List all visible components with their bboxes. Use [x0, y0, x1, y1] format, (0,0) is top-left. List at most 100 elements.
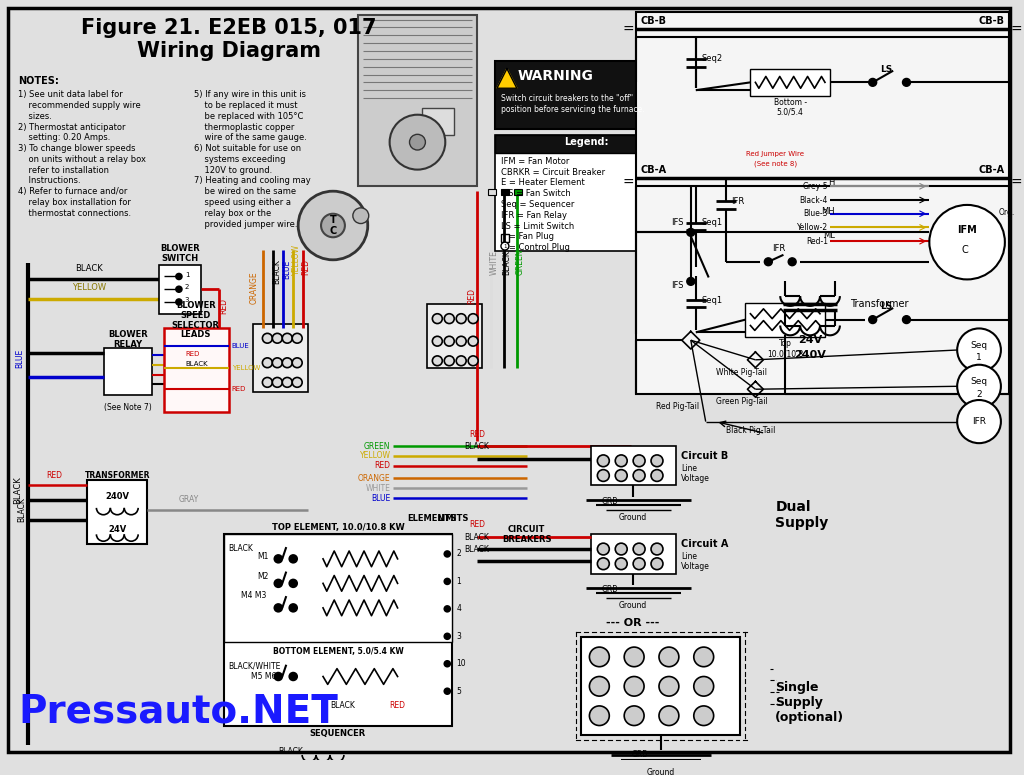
Circle shape: [868, 78, 877, 86]
Circle shape: [590, 706, 609, 725]
Text: =: =: [1011, 22, 1023, 36]
Circle shape: [687, 229, 694, 236]
Circle shape: [651, 558, 663, 570]
Text: on units without a relay box: on units without a relay box: [17, 155, 145, 164]
Circle shape: [633, 455, 645, 467]
Text: Green Pig-Tail: Green Pig-Tail: [716, 397, 767, 406]
Circle shape: [597, 470, 609, 481]
Text: BLOWER: BLOWER: [109, 330, 148, 339]
Circle shape: [432, 336, 442, 346]
Circle shape: [694, 647, 714, 666]
Text: BLACK: BLACK: [331, 701, 355, 710]
Text: RED: RED: [468, 288, 476, 304]
Text: 2: 2: [976, 390, 982, 398]
Circle shape: [432, 356, 442, 366]
Bar: [751, 69, 829, 96]
Text: SWITCH: SWITCH: [162, 253, 199, 263]
Text: 5) If any wire in this unit is: 5) If any wire in this unit is: [194, 90, 306, 99]
Circle shape: [694, 706, 714, 725]
Text: Red Jumper Wire: Red Jumper Wire: [746, 151, 804, 157]
Text: systems exceeding: systems exceeding: [194, 155, 286, 164]
Bar: [104, 348, 153, 395]
Text: GRB: GRB: [631, 750, 647, 759]
Text: Seq1: Seq1: [701, 295, 723, 305]
Circle shape: [274, 604, 283, 611]
Circle shape: [444, 336, 455, 346]
Text: RED: RED: [375, 461, 390, 470]
Text: IFR: IFR: [972, 417, 986, 426]
Circle shape: [957, 329, 1000, 371]
Text: Ground: Ground: [647, 768, 675, 775]
Circle shape: [788, 258, 796, 266]
Circle shape: [468, 336, 478, 346]
Text: Seq1: Seq1: [701, 218, 723, 227]
Text: ORANGE: ORANGE: [358, 474, 390, 483]
Text: YELLOW: YELLOW: [359, 451, 390, 460]
Text: BLACK: BLACK: [228, 544, 254, 553]
Circle shape: [274, 580, 283, 587]
Text: GRAY: GRAY: [179, 495, 199, 504]
Text: Black-4: Black-4: [800, 195, 828, 205]
Text: recommended supply wire: recommended supply wire: [17, 101, 140, 110]
Text: RED: RED: [219, 298, 228, 314]
Circle shape: [590, 677, 609, 696]
Text: 1: 1: [503, 243, 507, 249]
Text: NOTES:: NOTES:: [17, 77, 58, 87]
Text: 2) Thermostat anticipator: 2) Thermostat anticipator: [17, 122, 125, 132]
Circle shape: [902, 315, 910, 323]
Text: MH: MH: [821, 207, 835, 216]
Text: White Pig-Tail: White Pig-Tail: [716, 367, 767, 377]
Text: (See Note 7): (See Note 7): [104, 403, 153, 412]
Text: 4: 4: [457, 604, 461, 613]
Text: Ground: Ground: [620, 601, 647, 610]
Text: WARNING: WARNING: [518, 69, 594, 83]
Text: GREEN: GREEN: [365, 442, 390, 450]
Circle shape: [687, 277, 694, 285]
Text: 4) Refer to furnace and/or: 4) Refer to furnace and/or: [17, 188, 127, 196]
Text: LS: LS: [881, 64, 893, 74]
Text: be wired on the same: be wired on the same: [194, 188, 296, 196]
Text: 3) To change blower speeds: 3) To change blower speeds: [17, 144, 135, 153]
Bar: [582, 637, 740, 735]
Bar: [87, 480, 147, 544]
Bar: [488, 189, 496, 195]
Text: Seq: Seq: [971, 377, 987, 386]
Text: BLACK: BLACK: [271, 260, 281, 284]
Text: Line
Voltage: Line Voltage: [681, 552, 710, 571]
Circle shape: [444, 606, 451, 611]
Circle shape: [868, 315, 877, 323]
Circle shape: [615, 470, 627, 481]
Circle shape: [432, 314, 442, 323]
Circle shape: [292, 333, 302, 343]
Text: to be replaced it must: to be replaced it must: [194, 101, 297, 110]
Text: LIMITS: LIMITS: [437, 514, 469, 522]
Circle shape: [615, 558, 627, 570]
Text: H: H: [828, 177, 835, 187]
Text: Instructions.: Instructions.: [17, 177, 81, 185]
Bar: [592, 446, 676, 485]
Text: Switch circuit breakers to the "off": Switch circuit breakers to the "off": [501, 94, 633, 103]
Circle shape: [274, 673, 283, 680]
Text: YELLOW: YELLOW: [73, 283, 106, 292]
Text: Wiring Diagram: Wiring Diagram: [136, 41, 321, 61]
Circle shape: [289, 580, 297, 587]
Circle shape: [457, 314, 466, 323]
Text: Yellow-2: Yellow-2: [797, 223, 828, 232]
Text: SELECTOR: SELECTOR: [172, 321, 220, 329]
Text: RED: RED: [186, 351, 201, 357]
Circle shape: [272, 333, 283, 343]
Bar: [501, 189, 509, 195]
Circle shape: [625, 706, 644, 725]
Text: BLACK: BLACK: [279, 746, 303, 756]
Bar: [223, 534, 453, 642]
Circle shape: [444, 551, 451, 557]
Bar: [592, 534, 676, 574]
Text: = Control Plug: = Control Plug: [501, 243, 569, 252]
Text: Bottom -: Bottom -: [773, 98, 807, 107]
Text: Blue-3: Blue-3: [804, 209, 828, 219]
Circle shape: [353, 208, 369, 223]
Text: 6) Not suitable for use on: 6) Not suitable for use on: [194, 144, 301, 153]
Circle shape: [659, 647, 679, 666]
Circle shape: [444, 314, 455, 323]
Text: 24V: 24V: [109, 525, 126, 533]
